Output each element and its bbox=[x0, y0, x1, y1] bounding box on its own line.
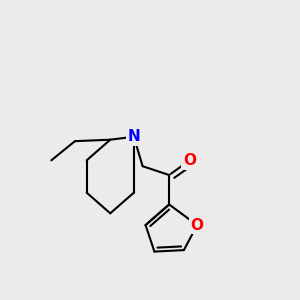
Text: N: N bbox=[128, 129, 140, 144]
Text: O: O bbox=[183, 153, 196, 168]
Text: O: O bbox=[190, 218, 204, 232]
